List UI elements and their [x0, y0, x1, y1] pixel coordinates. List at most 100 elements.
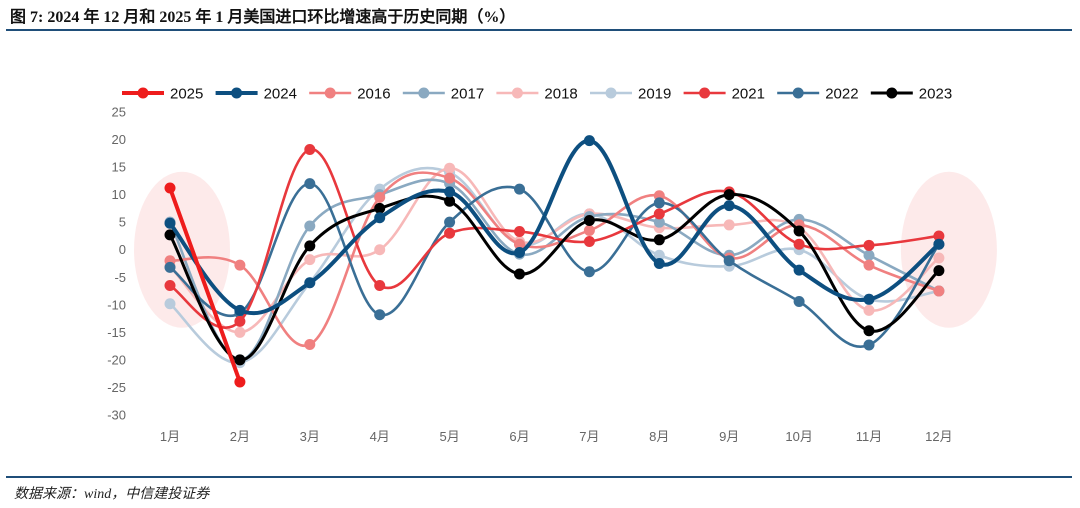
data-point-2017-3月: [304, 220, 316, 232]
x-tick-label: 8月: [649, 429, 669, 444]
data-point-2021-1月: [164, 280, 176, 292]
legend-label-2024: 2024: [264, 86, 297, 103]
data-point-2019-8月: [653, 249, 665, 261]
bottom-rule: [6, 476, 1072, 478]
legend-label-2019: 2019: [638, 86, 671, 103]
series-lines: [164, 135, 945, 388]
legend-label-2016: 2016: [357, 86, 390, 103]
data-point-2023-3月: [304, 240, 316, 252]
data-point-2023-11月: [863, 325, 875, 337]
data-point-2024-6月: [514, 246, 525, 258]
data-point-2021-11月: [863, 239, 875, 251]
line-chart: 25 20 15 10 5 0 -5 -10 -15 -20 -25 -30 1月 2月 3月 4月 5月 6月…: [107, 86, 997, 444]
data-point-2016-5月: [444, 172, 456, 184]
data-point-2022-5月: [444, 216, 456, 228]
data-point-2018-3月: [304, 254, 316, 266]
data-point-2016-2月: [234, 259, 246, 271]
data-point-2018-5月: [444, 162, 456, 174]
y-tick-label: 5: [119, 215, 126, 230]
data-point-2024-3月: [304, 277, 316, 289]
data-point-2024-8月: [653, 258, 665, 269]
y-tick-label: 25: [112, 105, 126, 120]
data-point-2023-5月: [444, 195, 456, 207]
legend-label-2021: 2021: [732, 86, 765, 103]
data-point-2022-8月: [653, 197, 665, 209]
data-point-2016-12月: [933, 285, 945, 297]
data-point-2023-12月: [933, 265, 945, 277]
series-line-2018: [168, 166, 941, 334]
y-tick-label: -5: [114, 270, 126, 285]
data-point-2016-6月: [514, 238, 525, 250]
data-point-2023-8月: [653, 234, 665, 246]
data-point-2016-11月: [863, 259, 875, 271]
data-point-2023-7月: [583, 215, 595, 227]
data-point-2021-8月: [653, 208, 665, 220]
data-point-2021-3月: [304, 143, 316, 155]
data-point-2022-1月: [164, 261, 176, 273]
data-point-2018-4月: [374, 244, 386, 256]
legend-marker-2023: [886, 87, 898, 99]
data-point-2021-10月: [793, 238, 805, 250]
y-tick-label: -25: [107, 380, 126, 395]
y-axis: 25 20 15 10 5 0 -5 -10 -15 -20 -25 -30: [107, 105, 126, 423]
data-point-2024-7月: [583, 135, 595, 147]
y-tick-label: -10: [107, 297, 126, 312]
legend-marker-2025: [137, 87, 149, 99]
highlight-ellipse-12月: [900, 171, 997, 328]
top-rule: [6, 29, 1072, 31]
data-point-2018-12月: [933, 252, 945, 264]
legend-item-2021: 2021: [683, 86, 765, 103]
data-point-2016-4月: [374, 191, 386, 203]
legend-item-2017: 2017: [402, 86, 484, 103]
data-point-2023-9月: [723, 189, 735, 201]
y-tick-label: -15: [107, 325, 126, 340]
y-tick-label: -30: [107, 408, 126, 423]
data-point-2018-11月: [863, 304, 875, 316]
x-tick-label: 4月: [370, 429, 390, 444]
legend-marker-2018: [511, 87, 523, 99]
data-point-2019-1月: [164, 298, 176, 310]
x-tick-label: 6月: [509, 429, 529, 444]
legend-label-2022: 2022: [825, 86, 858, 103]
data-point-2025-2月: [234, 376, 246, 388]
data-point-2021-5月: [444, 227, 456, 239]
series-2021: [164, 143, 945, 329]
data-point-2024-12月: [933, 238, 945, 250]
legend: 2025 2024 2016 2017 2018 2019 2021 2022 2023: [122, 86, 952, 103]
legend-item-2019: 2019: [590, 86, 671, 103]
legend-marker-2019: [605, 87, 617, 99]
legend-marker-2016: [324, 87, 336, 99]
x-tick-label: 7月: [579, 429, 599, 444]
data-point-2023-4月: [374, 202, 386, 214]
data-point-2022-4月: [374, 309, 386, 321]
data-point-2018-9月: [723, 219, 735, 231]
x-tick-label: 1月: [160, 429, 180, 444]
data-point-2021-7月: [583, 235, 595, 247]
data-point-2024-4月: [374, 212, 386, 224]
x-tick-label: 5月: [439, 429, 459, 444]
legend-item-2022: 2022: [777, 86, 859, 103]
legend-marker-2017: [418, 87, 430, 99]
data-point-2022-10月: [793, 296, 805, 308]
data-point-2021-4月: [374, 280, 386, 292]
legend-marker-2021: [699, 87, 711, 99]
data-point-2023-1月: [164, 229, 176, 241]
legend-item-2018: 2018: [496, 86, 578, 103]
data-point-2018-2月: [234, 326, 246, 338]
series-2023: [164, 189, 945, 366]
y-tick-label: 15: [112, 160, 126, 175]
legend-item-2023: 2023: [870, 86, 952, 103]
x-tick-label: 10月: [785, 429, 812, 444]
x-axis: 1月 2月 3月 4月 5月 6月 7月 8月 9月 10月 11月 12月: [160, 429, 953, 444]
data-point-2016-3月: [304, 338, 316, 350]
y-tick-label: 20: [112, 132, 126, 147]
data-point-2023-6月: [514, 268, 525, 280]
y-tick-label: -20: [107, 352, 126, 367]
series-2025: [164, 182, 246, 388]
legend-item-2016: 2016: [309, 86, 391, 103]
x-tick-label: 12月: [925, 429, 952, 444]
source-note: 数据来源：wind，中信建投证券: [14, 487, 210, 502]
data-point-2021-2月: [234, 315, 246, 327]
x-tick-label: 2月: [230, 429, 250, 444]
data-point-2022-7月: [583, 266, 595, 278]
